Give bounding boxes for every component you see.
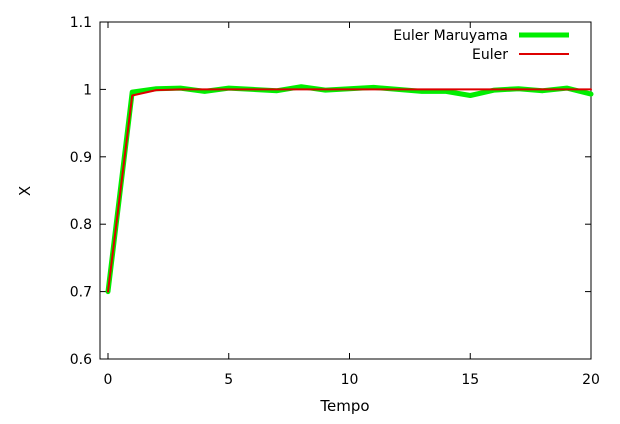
series-line-euler [107, 88, 592, 293]
series-layer [105, 84, 594, 295]
x-tick-label: 0 [104, 372, 113, 388]
y-axis-label: X [16, 186, 34, 196]
y-tick-label: 0.6 [70, 352, 92, 368]
ticks-layer: 0.6 0.7 0.8 0.9 1 1.1 0 5 10 15 20 [70, 15, 600, 388]
plot-frame [99, 21, 592, 360]
x-tick-label: 20 [582, 372, 600, 388]
series-line-euler-maruyama [105, 84, 594, 295]
x-tick-label: 10 [341, 372, 359, 388]
legend-label: Euler [472, 47, 508, 63]
y-tick-label: 0.8 [70, 217, 92, 233]
x-axis-label: Tempo [319, 397, 369, 415]
y-tick-label: 0.9 [70, 150, 92, 166]
x-tick-label: 15 [461, 372, 479, 388]
y-tick-label: 1 [83, 82, 92, 98]
y-tick-label: 0.7 [70, 285, 92, 301]
x-tick-label: 5 [224, 372, 233, 388]
legend-label: Euler Maruyama [393, 28, 508, 44]
y-tick-label: 1.1 [70, 15, 92, 31]
legend: Euler Maruyama Euler [393, 28, 569, 63]
